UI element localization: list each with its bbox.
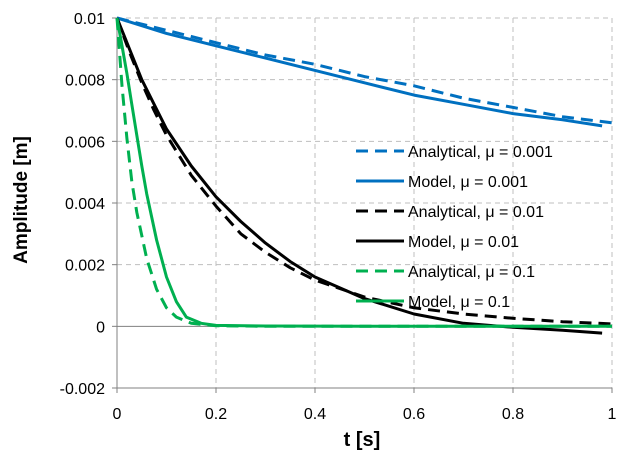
series-line-6 <box>115 17 612 328</box>
y-tick-label: 0.008 <box>65 73 105 90</box>
legend-label-5: Analytical, μ = 0.1 <box>408 264 535 281</box>
x-axis-title: t [s] <box>344 429 381 451</box>
series-lines <box>115 16 613 335</box>
y-tick-label: 0.01 <box>74 11 105 28</box>
y-tick-label: 0.004 <box>65 196 105 213</box>
legend-label-1: Analytical, μ = 0.001 <box>408 144 553 161</box>
legend-label-3: Analytical, μ = 0.01 <box>408 204 544 221</box>
legend-label-4: Model, μ = 0.01 <box>408 234 519 251</box>
legend-label-6: Model, μ = 0.1 <box>408 294 510 311</box>
series-line-1 <box>116 16 613 125</box>
x-tick-label: 0.4 <box>304 406 326 423</box>
x-tick-label: 0.8 <box>502 406 524 423</box>
x-tick-label: 0 <box>113 406 122 423</box>
y-axis-title: Amplitude [m] <box>11 136 32 264</box>
y-tick-label: 0 <box>96 319 105 336</box>
tick-labels: 0 0.2 0.4 0.6 0.8 1 -0.002 0 0.002 0.004 0.006 0.00… <box>60 11 617 423</box>
y-tick-label: 0.006 <box>65 134 105 151</box>
legend: Analytical, μ = 0.001 Model, μ = 0.001 Ana… <box>356 144 553 311</box>
legend-label-2: Model, μ = 0.001 <box>408 174 528 191</box>
series-line-2 <box>116 16 603 128</box>
x-tick-label: 0.2 <box>205 406 227 423</box>
x-tick-label: 0.6 <box>403 406 425 423</box>
y-tick-label: 0.002 <box>65 258 105 275</box>
x-tick-label: 1 <box>608 406 617 423</box>
series-line-4 <box>115 17 603 335</box>
y-tick-label: -0.002 <box>60 381 105 398</box>
